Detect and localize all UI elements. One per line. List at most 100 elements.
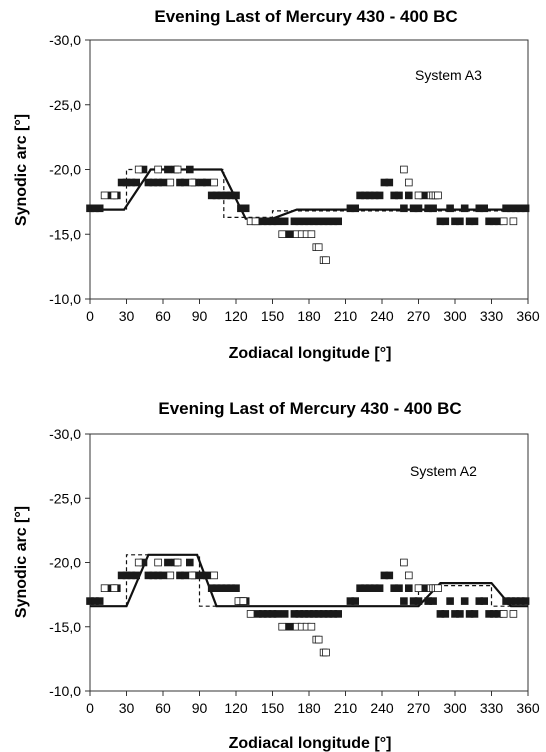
filled-square-point xyxy=(521,204,530,213)
filled-square-point xyxy=(334,610,342,618)
x-tick-label: 0 xyxy=(86,700,94,716)
filled-square-point xyxy=(232,584,240,593)
open-square-point xyxy=(210,571,218,580)
filled-square-point xyxy=(460,597,469,605)
x-tick-label: 210 xyxy=(334,700,358,716)
filled-square-point xyxy=(414,597,423,605)
filled-square-point xyxy=(480,597,488,605)
dashed-model-line xyxy=(125,554,528,607)
y-tick-label: -15,0 xyxy=(49,619,81,635)
open-square-point xyxy=(307,622,316,631)
x-tick-label: 90 xyxy=(192,700,208,716)
open-square-point xyxy=(499,217,508,226)
x-tick-label: 270 xyxy=(407,700,431,716)
x-tick-label: 30 xyxy=(119,308,135,324)
open-square-point xyxy=(400,558,408,567)
x-tick-label: 150 xyxy=(261,308,285,324)
x-tick-label: 90 xyxy=(192,308,208,324)
filled-square-point xyxy=(395,191,403,200)
open-square-point xyxy=(499,610,508,618)
open-square-point xyxy=(404,571,413,580)
filled-square-point xyxy=(385,178,394,187)
y-tick-label: -10,0 xyxy=(49,683,81,699)
filled-square-point xyxy=(159,178,167,187)
x-tick-label: 360 xyxy=(516,308,540,324)
x-tick-label: 30 xyxy=(119,700,135,716)
open-square-point xyxy=(188,178,197,187)
open-square-point xyxy=(278,622,286,631)
filled-square-point xyxy=(441,610,450,618)
marker-group xyxy=(86,165,530,264)
x-tick-label: 360 xyxy=(516,700,540,716)
open-square-point xyxy=(188,571,197,580)
open-square-point xyxy=(210,178,218,187)
filled-square-point xyxy=(241,204,250,213)
open-square-point xyxy=(414,191,423,200)
filled-square-point xyxy=(181,178,189,187)
filled-square-point xyxy=(280,610,289,618)
open-square-point xyxy=(404,178,413,187)
x-tick-label: 60 xyxy=(155,700,171,716)
open-square-point xyxy=(154,558,162,567)
filled-square-point xyxy=(460,204,469,213)
filled-square-point xyxy=(273,610,282,618)
x-tick-label: 300 xyxy=(443,308,467,324)
filled-square-point xyxy=(164,558,172,567)
filled-square-point xyxy=(470,217,479,226)
open-square-point xyxy=(173,165,182,174)
x-tick-label: 0 xyxy=(86,308,94,324)
open-square-point xyxy=(314,635,323,644)
filled-square-point xyxy=(446,597,454,605)
y-tick-label: -25,0 xyxy=(49,490,81,506)
open-square-point xyxy=(400,165,408,174)
filled-square-point xyxy=(232,191,240,200)
filled-square-point xyxy=(285,230,294,239)
filled-square-point xyxy=(95,597,104,605)
filled-square-point xyxy=(400,597,408,605)
filled-square-point xyxy=(446,204,454,213)
open-square-point xyxy=(414,584,423,593)
filled-square-point xyxy=(404,191,413,200)
filled-square-point xyxy=(280,217,289,226)
open-square-point xyxy=(314,243,323,252)
open-square-point xyxy=(166,178,175,187)
x-tick-label: 330 xyxy=(480,700,504,716)
filled-square-point xyxy=(132,178,141,187)
filled-square-point xyxy=(429,597,437,605)
y-tick-label: -10,0 xyxy=(49,291,81,307)
y-tick-label: -30,0 xyxy=(49,426,81,442)
x-tick-label: 240 xyxy=(370,308,394,324)
filled-square-point xyxy=(385,571,394,580)
x-tick-label: 270 xyxy=(407,308,431,324)
open-square-point xyxy=(307,230,316,239)
filled-square-point xyxy=(95,204,104,213)
filled-square-point xyxy=(456,217,464,226)
filled-square-point xyxy=(470,610,479,618)
open-square-point xyxy=(154,165,162,174)
filled-square-point xyxy=(185,165,194,174)
filled-square-point xyxy=(185,558,194,567)
x-tick-label: 210 xyxy=(334,308,358,324)
filled-square-point xyxy=(480,204,488,213)
open-square-point xyxy=(322,256,330,264)
y-tick-label: -15,0 xyxy=(49,226,81,242)
filled-square-point xyxy=(375,584,384,593)
filled-square-point xyxy=(375,191,384,200)
x-tick-label: 120 xyxy=(224,308,248,324)
x-tick-label: 120 xyxy=(224,700,248,716)
x-tick-label: 240 xyxy=(370,700,394,716)
system-label: System A2 xyxy=(410,463,477,479)
y-axis-label: Synodic arc [°] xyxy=(13,506,30,618)
open-square-point xyxy=(246,610,255,618)
open-square-point xyxy=(110,191,119,200)
filled-square-point xyxy=(441,217,450,226)
x-tick-label: 180 xyxy=(297,308,321,324)
tick-group: 0 30 60 90 120 150 180 210 240 270 300 330 360 -30,0 -… xyxy=(49,32,540,324)
y-tick-label: -20,0 xyxy=(49,162,81,178)
filled-square-point xyxy=(202,178,211,187)
filled-square-point xyxy=(334,217,342,226)
y-axis-label: Synodic arc [°] xyxy=(13,114,30,226)
open-square-point xyxy=(134,165,143,174)
filled-square-point xyxy=(414,204,423,213)
filled-square-point xyxy=(351,204,359,213)
